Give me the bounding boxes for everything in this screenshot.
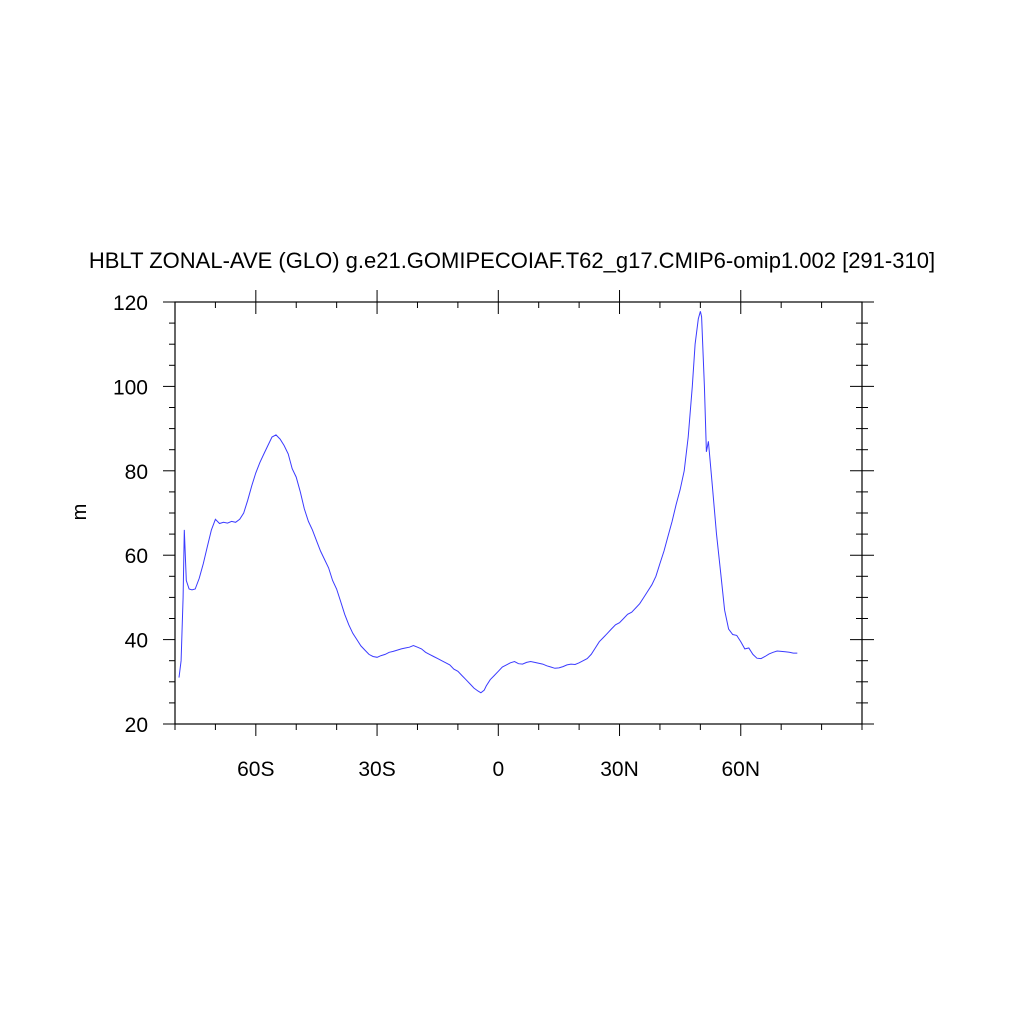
x-tick-label: 30S [358, 758, 395, 781]
y-tick-label: 100 [113, 376, 148, 399]
y-axis-label: m [69, 504, 91, 521]
y-tick-label: 40 [125, 630, 148, 653]
chart-title: HBLT ZONAL-AVE (GLO) g.e21.GOMIPECOIAF.T… [89, 248, 935, 273]
x-tick-labels: 60S 30S 0 30N 60N [237, 758, 760, 781]
x-tick-label: 0 [492, 758, 504, 781]
x-tick-label: 60S [237, 758, 274, 781]
hblt-series-line [178, 311, 798, 694]
y-tick-label: 20 [125, 714, 148, 737]
y-tick-label: 120 [113, 292, 148, 315]
y-tick-label: 60 [125, 545, 148, 568]
axis-ticks [163, 290, 874, 736]
x-tick-label: 30N [600, 758, 639, 781]
plot-frame [174, 301, 863, 725]
y-tick-label: 80 [125, 461, 148, 484]
x-tick-label: 60N [721, 758, 760, 781]
y-tick-labels: 20 40 60 80 100 120 [113, 292, 148, 737]
